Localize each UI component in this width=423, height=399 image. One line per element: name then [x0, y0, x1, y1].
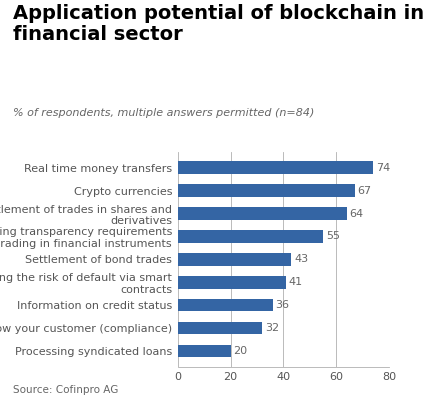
- Bar: [178, 207, 347, 220]
- Bar: [178, 253, 291, 266]
- Bar: [178, 345, 231, 357]
- Text: 64: 64: [349, 209, 364, 219]
- Bar: [178, 184, 355, 197]
- Text: % of respondents, multiple answers permitted (n=84): % of respondents, multiple answers permi…: [13, 108, 314, 118]
- Text: 41: 41: [288, 277, 303, 287]
- Text: 32: 32: [265, 323, 279, 333]
- Bar: [178, 276, 286, 288]
- Text: Application potential of blockchain in the
financial sector: Application potential of blockchain in t…: [13, 4, 423, 44]
- Bar: [178, 162, 373, 174]
- Text: 55: 55: [326, 231, 340, 241]
- Text: 67: 67: [357, 186, 371, 196]
- Text: 74: 74: [376, 163, 390, 173]
- Bar: [178, 322, 262, 334]
- Text: 36: 36: [275, 300, 289, 310]
- Bar: [178, 230, 323, 243]
- Text: Source: Cofinpro AG: Source: Cofinpro AG: [13, 385, 118, 395]
- Bar: [178, 299, 273, 312]
- Text: 43: 43: [294, 254, 308, 265]
- Text: 20: 20: [233, 346, 247, 356]
